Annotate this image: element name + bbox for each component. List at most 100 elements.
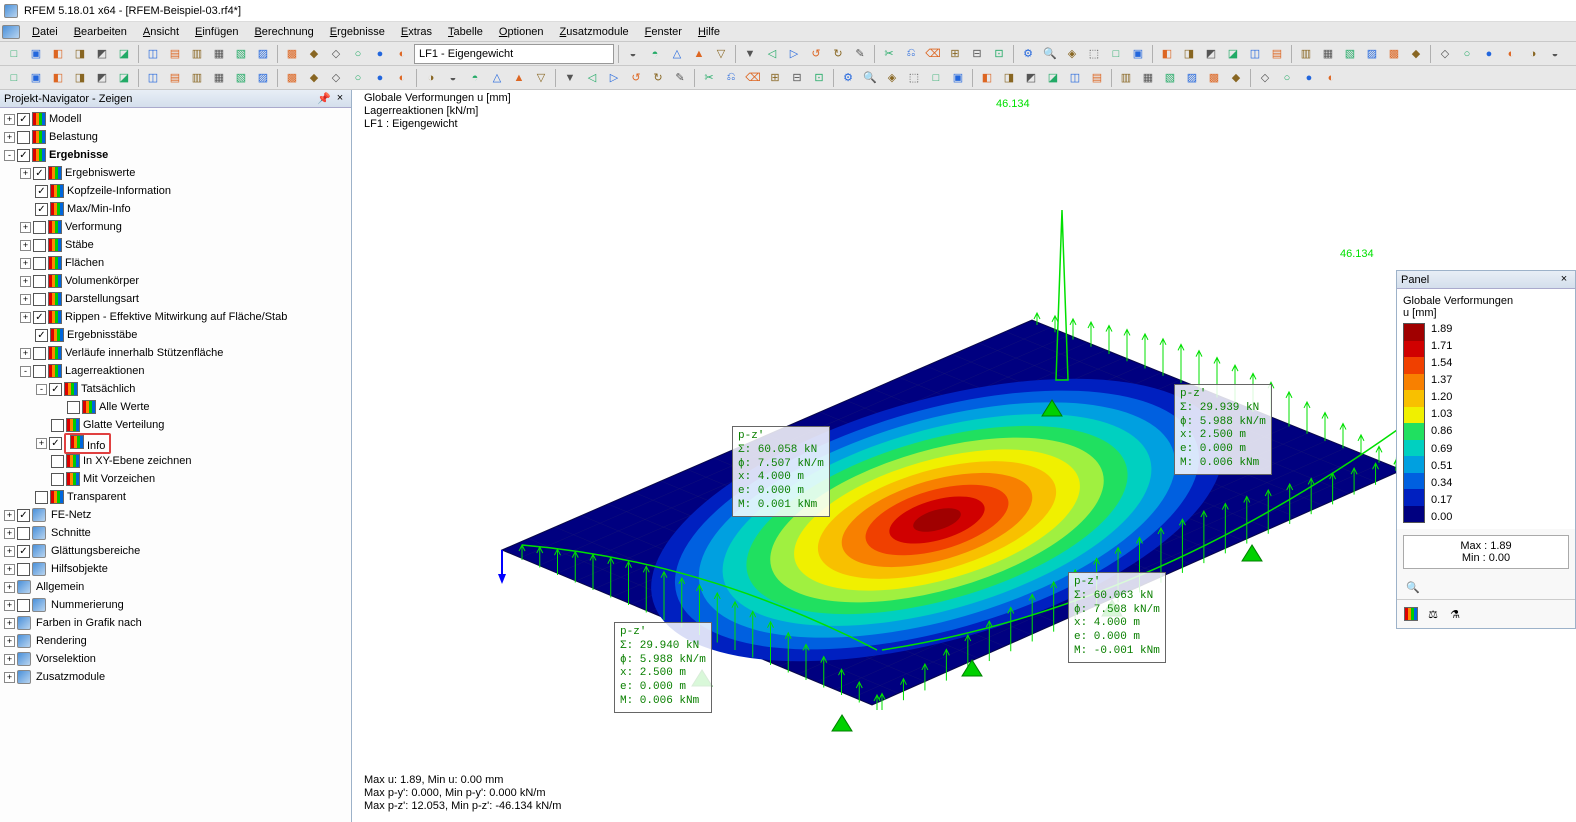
checkbox[interactable]: ✓: [17, 509, 30, 522]
toolbar-button[interactable]: ◪: [1223, 44, 1243, 64]
tree-item[interactable]: +Flächen: [0, 254, 351, 272]
expand-icon[interactable]: -: [20, 366, 31, 377]
toolbar-button[interactable]: ◁: [762, 44, 782, 64]
toolbar-button[interactable]: ⊡: [809, 68, 829, 88]
toolbar-button[interactable]: ◫: [1065, 68, 1085, 88]
checkbox[interactable]: ✓: [35, 185, 48, 198]
tree-item[interactable]: +Vorselektion: [0, 650, 351, 668]
toolbar-button[interactable]: ◈: [1062, 44, 1082, 64]
toolbar-button[interactable]: ◁: [582, 68, 602, 88]
checkbox[interactable]: [17, 131, 30, 144]
toolbar-button[interactable]: ⚙: [1018, 44, 1038, 64]
expand-icon[interactable]: +: [20, 312, 31, 323]
toolbar-button[interactable]: ▩: [1384, 44, 1404, 64]
expand-icon[interactable]: +: [20, 240, 31, 251]
toolbar-button[interactable]: ◒: [443, 68, 463, 88]
toolbar-button[interactable]: ⎌: [721, 68, 741, 88]
tree-item[interactable]: +✓Ergebniswerte: [0, 164, 351, 182]
close-icon[interactable]: ×: [1557, 273, 1571, 287]
toolbar-button[interactable]: ◆: [304, 44, 324, 64]
tree-item[interactable]: +Allgemein: [0, 578, 351, 596]
toolbar-button[interactable]: ⌫: [923, 44, 943, 64]
checkbox[interactable]: ✓: [35, 203, 48, 216]
tree-item[interactable]: +✓FE-Netz: [0, 506, 351, 524]
checkbox[interactable]: [51, 419, 64, 432]
expand-icon[interactable]: +: [4, 654, 15, 665]
toolbar-button[interactable]: ⊞: [945, 44, 965, 64]
toolbar-button[interactable]: ◇: [1435, 44, 1455, 64]
checkbox[interactable]: ✓: [17, 545, 30, 558]
tree-item[interactable]: -✓Tatsächlich: [0, 380, 351, 398]
tree-item[interactable]: In XY-Ebene zeichnen: [0, 452, 351, 470]
checkbox[interactable]: [51, 473, 64, 486]
toolbar-button[interactable]: ✂: [879, 44, 899, 64]
expand-icon[interactable]: +: [20, 258, 31, 269]
toolbar-button[interactable]: ◪: [114, 68, 134, 88]
model-viewport[interactable]: Globale Verformungen u [mm] Lagerreaktio…: [352, 90, 1576, 822]
tree-item[interactable]: +Schnitte: [0, 524, 351, 542]
toolbar-button[interactable]: ◧: [48, 68, 68, 88]
toolbar-button[interactable]: ◑: [421, 68, 441, 88]
tree-item[interactable]: +Stäbe: [0, 236, 351, 254]
balance-icon[interactable]: ⚖: [1423, 604, 1443, 624]
menu-item[interactable]: Berechnung: [246, 24, 321, 40]
toolbar-button[interactable]: 🔍: [860, 68, 880, 88]
toolbar-button[interactable]: ●: [370, 68, 390, 88]
checkbox[interactable]: [33, 275, 46, 288]
toolbar-button[interactable]: ▨: [1362, 44, 1382, 64]
checkbox[interactable]: ✓: [49, 437, 62, 450]
toolbar-button[interactable]: ●: [370, 44, 390, 64]
toolbar-button[interactable]: ◆: [304, 68, 324, 88]
toolbar-button[interactable]: ▨: [253, 68, 273, 88]
toolbar-button[interactable]: ⎌: [901, 44, 921, 64]
toolbar-button[interactable]: ▤: [1267, 44, 1287, 64]
expand-icon[interactable]: +: [36, 438, 47, 449]
toolbar-button[interactable]: ◨: [70, 44, 90, 64]
toolbar-button[interactable]: ◇: [1255, 68, 1275, 88]
toolbar-button[interactable]: ▣: [26, 68, 46, 88]
menu-item[interactable]: Ansicht: [135, 24, 187, 40]
menu-item[interactable]: Ergebnisse: [322, 24, 393, 40]
toolbar-button[interactable]: ▲: [689, 44, 709, 64]
pin-icon[interactable]: 📌: [317, 92, 331, 106]
toolbar-button[interactable]: □: [4, 68, 24, 88]
tree-item[interactable]: +✓Rippen - Effektive Mitwirkung auf Fläc…: [0, 308, 351, 326]
toolbar-button[interactable]: ⊟: [967, 44, 987, 64]
toolbar-button[interactable]: ▷: [784, 44, 804, 64]
toolbar-button[interactable]: ◧: [977, 68, 997, 88]
toolbar-button[interactable]: ⊟: [787, 68, 807, 88]
toolbar-button[interactable]: ▲: [509, 68, 529, 88]
menu-item[interactable]: Bearbeiten: [66, 24, 135, 40]
tree-item[interactable]: -✓Ergebnisse: [0, 146, 351, 164]
toolbar-button[interactable]: ◩: [1021, 68, 1041, 88]
checkbox[interactable]: ✓: [35, 329, 48, 342]
toolbar-button[interactable]: ◑: [1523, 44, 1543, 64]
checkbox[interactable]: [35, 491, 48, 504]
toolbar-button[interactable]: ◩: [1201, 44, 1221, 64]
toolbar-button[interactable]: ↺: [806, 44, 826, 64]
checkbox[interactable]: [51, 455, 64, 468]
toolbar-button[interactable]: ○: [348, 68, 368, 88]
tree-item[interactable]: +Nummerierung: [0, 596, 351, 614]
tree-item[interactable]: +Verläufe innerhalb Stützenfläche: [0, 344, 351, 362]
expand-icon[interactable]: +: [4, 600, 15, 611]
toolbar-button[interactable]: ✂: [699, 68, 719, 88]
menu-item[interactable]: Extras: [393, 24, 440, 40]
toolbar-button[interactable]: ●: [1299, 68, 1319, 88]
checkbox[interactable]: [33, 293, 46, 306]
toolbar-button[interactable]: ▤: [165, 44, 185, 64]
toolbar-button[interactable]: ▼: [560, 68, 580, 88]
toolbar-button[interactable]: □: [926, 68, 946, 88]
toolbar-button[interactable]: ◫: [1245, 44, 1265, 64]
toolbar-button[interactable]: ▦: [1138, 68, 1158, 88]
menu-item[interactable]: Datei: [24, 24, 66, 40]
tree-item[interactable]: +✓Info: [0, 434, 351, 452]
toolbar-button[interactable]: ◪: [1043, 68, 1063, 88]
toolbar-button[interactable]: △: [667, 44, 687, 64]
toolbar-button[interactable]: ○: [348, 44, 368, 64]
expand-icon[interactable]: -: [4, 150, 15, 161]
tree-item[interactable]: +Zusatzmodule: [0, 668, 351, 686]
toolbar-button[interactable]: ⬚: [904, 68, 924, 88]
tree-item[interactable]: ✓Kopfzeile-Information: [0, 182, 351, 200]
toolbar-button[interactable]: ◐: [392, 68, 412, 88]
